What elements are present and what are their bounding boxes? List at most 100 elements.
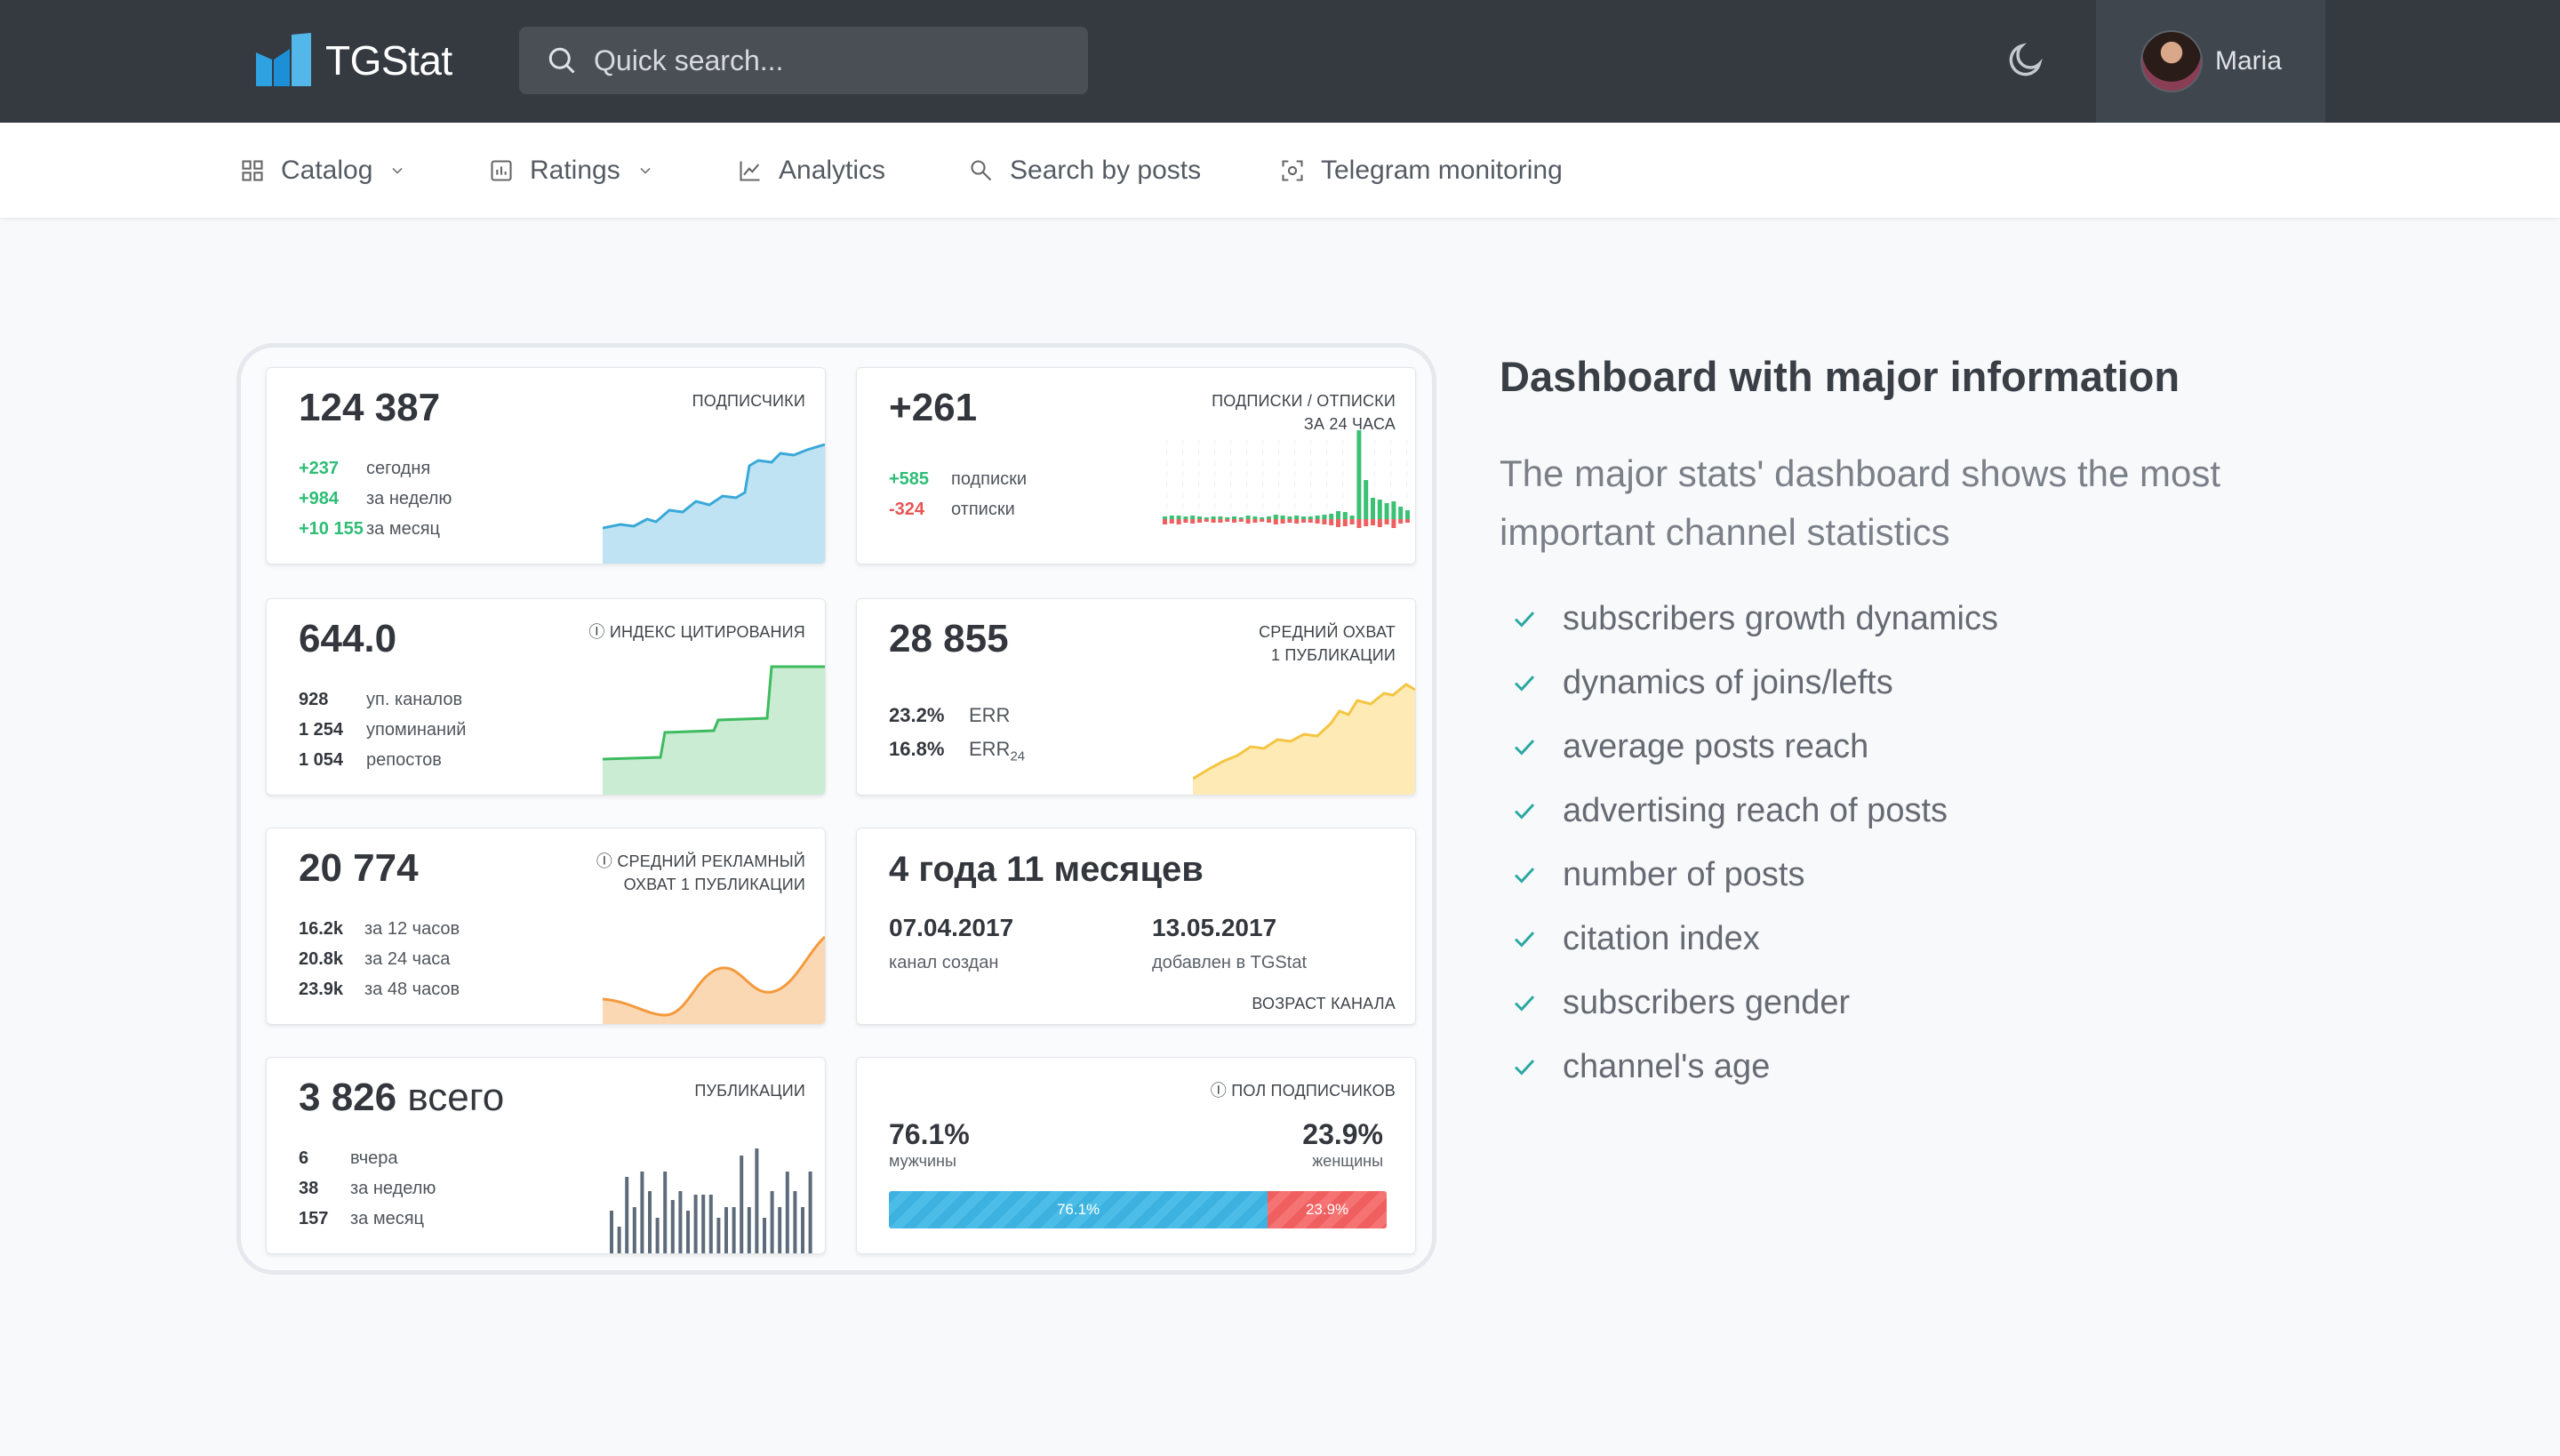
grid-tick [1182,450,1183,455]
ad-reach-label-text: средний рекламный [617,852,805,870]
feature-text: channel's age [1563,1047,1771,1085]
posts-bar [678,1191,683,1253]
info-icon[interactable]: ⓘ [588,623,610,641]
joins-label-line: за 24 часа [1303,415,1396,433]
grid-tick [1278,503,1279,508]
grid-tick [1310,492,1311,498]
reach-rows: 23.2% ERR 16.8% ERR24 [889,699,1025,773]
grid-tick [1406,439,1407,444]
joins-bar [1384,503,1389,519]
joins-bar-chart [1163,430,1410,528]
grid-tick [1342,439,1343,444]
card-joins-leaves: +261 подписки / отписки за 24 часа +585 по… [856,367,1416,564]
joins-bar [1218,516,1223,519]
search-icon [548,47,575,74]
nav-catalog[interactable]: Catalog [240,123,406,219]
grid-tick [1246,471,1247,476]
grid-tick [1262,492,1263,498]
leaves-bar [1342,519,1348,526]
posts-bar [708,1195,713,1253]
joins-bar [1342,512,1348,519]
joins-bar [1232,516,1236,519]
grid-tick [1198,492,1199,498]
check-icon [1514,932,1535,948]
moon-icon[interactable] [2005,39,2046,80]
row-value: 38 [299,1179,319,1198]
grid-tick [1406,450,1407,455]
row-value: -324 [889,500,925,519]
grid-icon [242,160,263,181]
search-input[interactable] [594,44,1074,77]
row-key: сегодня [366,459,431,478]
leaves-bar [1315,519,1320,524]
user-menu[interactable]: Maria [2096,0,2325,123]
subscribers-label: подписчики [692,392,805,410]
posts-bar [640,1172,644,1253]
joins-bar [1391,501,1396,519]
nav-analytics[interactable]: Analytics [738,123,885,219]
subscribers-row: +237 сегодня [299,453,452,484]
nav-ratings[interactable]: Ratings [489,123,654,219]
grid-tick [1326,492,1327,498]
gender-label-text: пол подписчиков [1231,1082,1396,1100]
joins-bar [1308,516,1313,519]
joins-bar [1245,516,1251,519]
grid-tick [1278,439,1279,444]
row-value: +984 [299,489,340,508]
gender-label: ⓘ пол подписчиков [1211,1079,1396,1102]
ad-reach-sparkline [603,935,825,1024]
leaves-bar [1169,519,1174,524]
posts-bar [808,1172,812,1253]
joins-bar [1322,515,1327,519]
leaves-bar [1336,519,1340,527]
grid-tick [1262,514,1263,519]
grid-tick [1166,450,1167,455]
feature-text: subscribers growth dynamics [1563,599,1998,637]
nav-telegram-monitoring[interactable]: Telegram monitoring [1280,123,1563,219]
grid-tick [1230,471,1231,476]
info-icon[interactable]: ⓘ [1210,1082,1232,1100]
nav-search-posts[interactable]: Search by posts [969,123,1201,219]
grid-tick [1166,439,1167,444]
row-value: +237 [299,459,340,478]
row-value: 1 054 [299,750,344,770]
grid-tick [1342,514,1343,519]
grid-tick [1262,471,1263,476]
grid-tick [1166,460,1167,466]
leaves-bar [1349,519,1355,524]
row-key: за 48 часов [364,980,460,999]
grid-tick [1214,439,1215,444]
gender-bar-female: 23.9% [1268,1191,1387,1228]
ad-reach-row: 23.9k за 48 часов [299,974,460,1004]
female-pct: 23.9% [1302,1118,1383,1150]
info-icon[interactable]: ⓘ [596,852,618,870]
grid-tick [1294,492,1295,498]
posts-bar [655,1218,660,1253]
reach-label: средний охват 1 публикации [1259,620,1396,667]
posts-bar-chart [610,1148,812,1253]
leaves-bar [1190,519,1196,524]
leaves-bar [1384,519,1389,524]
nav-analytics-label: Analytics [779,156,886,185]
grid-tick [1214,492,1215,498]
reach-row: 23.2% ERR [889,699,1025,732]
row-key: вчера [350,1148,398,1168]
joins-bar [1280,516,1285,519]
main-nav: Catalog Ratings Analytics Search by post… [0,123,2560,219]
feature-text: dynamics of joins/lefts [1563,663,1893,701]
leaves-bar [1218,519,1223,523]
posts-bar [740,1156,744,1253]
grid-tick [1310,503,1311,508]
feature-item: average posts reach [1511,715,1998,779]
ad-reach-row: 16.2k за 12 часов [299,914,460,944]
grid-tick [1230,514,1231,519]
grid-tick [1182,439,1183,444]
leaves-bar [1280,519,1285,524]
grid-tick [1246,450,1247,455]
tgstat-logo[interactable]: TGStat [254,32,452,89]
leaves-bar [1176,519,1181,524]
grid-tick [1390,460,1391,466]
row-value: 6 [299,1148,309,1168]
quick-search[interactable] [519,27,1088,94]
check-icon [1514,804,1535,820]
